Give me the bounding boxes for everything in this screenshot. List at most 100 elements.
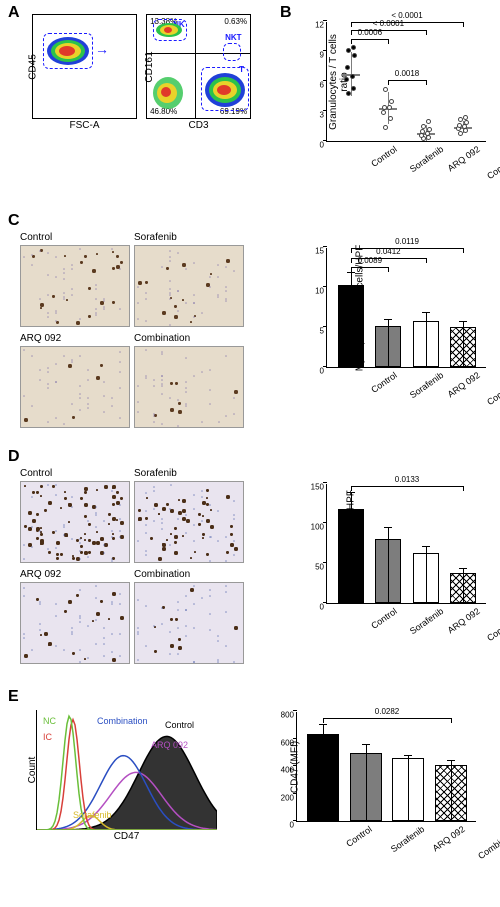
xcat-arq 092: ARQ 092	[445, 144, 481, 173]
panel-E-label: E	[8, 688, 19, 706]
pvalue: 0.0282	[367, 707, 407, 716]
data-point	[458, 131, 463, 136]
xcat-sorafenib: Sorafenib	[389, 824, 426, 854]
ytick: 0	[290, 821, 297, 830]
xcat-combination: Combination	[485, 606, 500, 643]
pvalue: 0.0133	[387, 475, 427, 484]
xcat-arq 092: ARQ 092	[431, 824, 467, 853]
ytick: 150	[311, 483, 327, 492]
ihc-image-control	[20, 481, 130, 563]
ytick: 10	[315, 287, 327, 296]
chart-D: CD68 positive cells/HPF 050100150Control…	[326, 484, 486, 604]
xcat-sorafenib: Sorafenib	[408, 606, 445, 636]
panel-C-label: C	[8, 212, 20, 230]
ytick: 15	[315, 247, 327, 256]
data-point	[420, 129, 425, 134]
xcat-sorafenib: Sorafenib	[408, 144, 445, 174]
ytick: 200	[281, 793, 297, 802]
ihc-image-combination	[134, 582, 244, 664]
ytick: 12	[315, 21, 327, 30]
ytick: 9	[320, 51, 327, 60]
ihc-image-control	[20, 245, 130, 327]
data-point	[427, 127, 432, 132]
ytick: 0	[320, 603, 327, 612]
data-point	[426, 119, 431, 124]
flow-plot-cd161-cd3: CD161 CD3 13.38% 0.63% 46.80% 69.19% NK …	[146, 14, 251, 119]
ytick: 0	[320, 367, 327, 376]
xcat-arq 092: ARQ 092	[445, 370, 481, 399]
nkt-gate	[223, 43, 241, 61]
xcat-combination: Combination	[485, 370, 500, 407]
ihc-grid-D: Control Sorafenib ARQ 092 Combination	[20, 468, 260, 670]
data-point	[381, 110, 386, 115]
histo-xlabel: CD47	[114, 831, 140, 842]
xcat-combination: Combination	[476, 824, 500, 861]
panel-A-label: A	[8, 4, 20, 22]
data-point	[383, 125, 388, 130]
panel-A: CD45 FSC-A → CD161 CD3 13.38% 0.63% 46.8…	[32, 14, 251, 119]
data-point	[388, 116, 393, 121]
hist-label-ic: IC	[43, 732, 52, 742]
ytick: 0	[320, 141, 327, 150]
hist-label-arq 092: ARQ 092	[151, 740, 188, 750]
data-point	[351, 45, 356, 50]
ihc-grid-C: Control Sorafenib ARQ 092 Combination	[20, 232, 260, 434]
quad-ur: 0.63%	[224, 17, 247, 26]
axis-cd161: CD161	[144, 51, 155, 82]
pvalue: 0.0119	[387, 237, 427, 246]
panel-D-label: D	[8, 448, 20, 466]
t-label: T	[239, 65, 244, 74]
ytick: 400	[281, 766, 297, 775]
data-point	[350, 74, 355, 79]
chart-E: CD47 (MFI) 0200400600800ControlSorafenib…	[296, 712, 476, 822]
ytick: 800	[281, 711, 297, 720]
pvalue: 0.0018	[387, 69, 427, 78]
chart-B: Granulocytes / T cells ratio 036912Contr…	[326, 22, 486, 142]
ihc-title-combination: Combination	[134, 333, 244, 346]
ihc-title-sorafenib: Sorafenib	[134, 468, 244, 481]
data-point	[351, 86, 356, 91]
data-point	[464, 120, 469, 125]
ihc-image-sorafenib	[134, 481, 244, 563]
pvalue: < 0.0001	[387, 11, 427, 20]
xcat-control: Control	[369, 370, 399, 395]
data-point	[389, 99, 394, 104]
panel-B-label: B	[280, 4, 292, 22]
xcat-arq 092: ARQ 092	[445, 606, 481, 635]
xcat-combination: Combination	[485, 144, 500, 181]
ytick: 5	[320, 327, 327, 336]
ytick: 100	[311, 523, 327, 532]
data-point	[457, 123, 462, 128]
hist-label-sorafenib: Sorafenib	[73, 810, 112, 820]
ihc-image-arq 092	[20, 582, 130, 664]
hist-label-control: Control	[165, 720, 194, 730]
flow-plot-cd45: CD45 FSC-A →	[32, 14, 137, 119]
axis-cd3: CD3	[189, 120, 209, 131]
xcat-control: Control	[369, 144, 399, 169]
ihc-title-sorafenib: Sorafenib	[134, 232, 244, 245]
hist-label-combination: Combination	[97, 716, 148, 726]
xcat-control: Control	[369, 606, 399, 631]
ytick: 600	[281, 738, 297, 747]
axis-fsca: FSC-A	[70, 120, 100, 131]
ytick: 50	[315, 563, 327, 572]
ytick: 6	[320, 81, 327, 90]
xcat-control: Control	[345, 824, 375, 849]
ihc-title-arq 092: ARQ 092	[20, 569, 130, 582]
ihc-title-arq 092: ARQ 092	[20, 333, 130, 346]
chart-C: Myeloperoxidase⁺ cells/HPF 051015Control…	[326, 248, 486, 368]
xcat-sorafenib: Sorafenib	[408, 370, 445, 400]
ihc-title-control: Control	[20, 468, 130, 481]
cd47-histogram: Count CD47 NCICCombinationARQ 092Sorafen…	[36, 710, 216, 830]
ihc-image-arq 092	[20, 346, 130, 428]
data-point	[463, 115, 468, 120]
nkt-label: NKT	[225, 33, 241, 42]
ihc-title-combination: Combination	[134, 569, 244, 582]
axis-cd45: CD45	[27, 54, 38, 80]
ihc-title-control: Control	[20, 232, 130, 245]
ihc-image-combination	[134, 346, 244, 428]
data-point	[421, 124, 426, 129]
ihc-image-sorafenib	[134, 245, 244, 327]
ytick: 3	[320, 111, 327, 120]
data-point	[352, 53, 357, 58]
